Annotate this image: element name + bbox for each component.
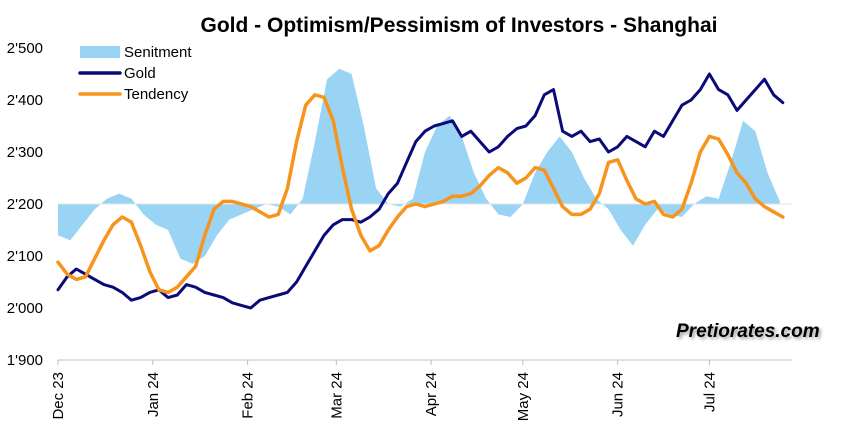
tendency-line [56, 93, 785, 295]
gold-line [56, 72, 785, 310]
sentiment-series [58, 68, 780, 264]
y-tick-label: 2'400 [7, 92, 43, 109]
x-tick-label: May 24 [515, 372, 532, 421]
legend-label: Gold [124, 65, 156, 82]
x-tick-label: Jan 24 [145, 372, 162, 417]
legend-label: Senitment [124, 44, 192, 61]
y-tick-label: 2'200 [7, 196, 43, 213]
x-tick-label: Mar 24 [328, 372, 345, 419]
watermark: Pretiorates.com [676, 321, 820, 342]
x-tick-label: Jun 24 [610, 372, 627, 417]
chart-title: Gold - Optimism/Pessimism of Investors -… [201, 14, 718, 37]
legend-label: Tendency [124, 86, 189, 103]
x-tick-label: Jul 24 [701, 372, 718, 412]
y-tick-label: 2'000 [7, 300, 43, 317]
y-axis-ticks: 1'900 2'000 2'100 2'200 2'300 2'400 2'500 [7, 40, 43, 369]
y-tick-label: 2'500 [7, 40, 43, 57]
y-tick-label: 2'100 [7, 248, 43, 265]
x-tick-label: Dec 23 [50, 372, 67, 420]
x-axis-ticks: Dec 23 Jan 24 Feb 24 Mar 24 Apr 24 May 24 Jun … [50, 360, 718, 421]
y-tick-label: 2'300 [7, 144, 43, 161]
x-tick-label: Apr 24 [423, 372, 440, 416]
x-tick-label: Feb 24 [240, 372, 257, 419]
tendency-series [56, 93, 785, 295]
sentiment-area [58, 68, 780, 264]
plot-area [56, 68, 792, 361]
y-tick-label: 1'900 [7, 352, 43, 369]
legend: Senitment Gold Tendency [78, 44, 192, 103]
legend-swatch [80, 46, 120, 58]
gold-series [56, 72, 785, 310]
